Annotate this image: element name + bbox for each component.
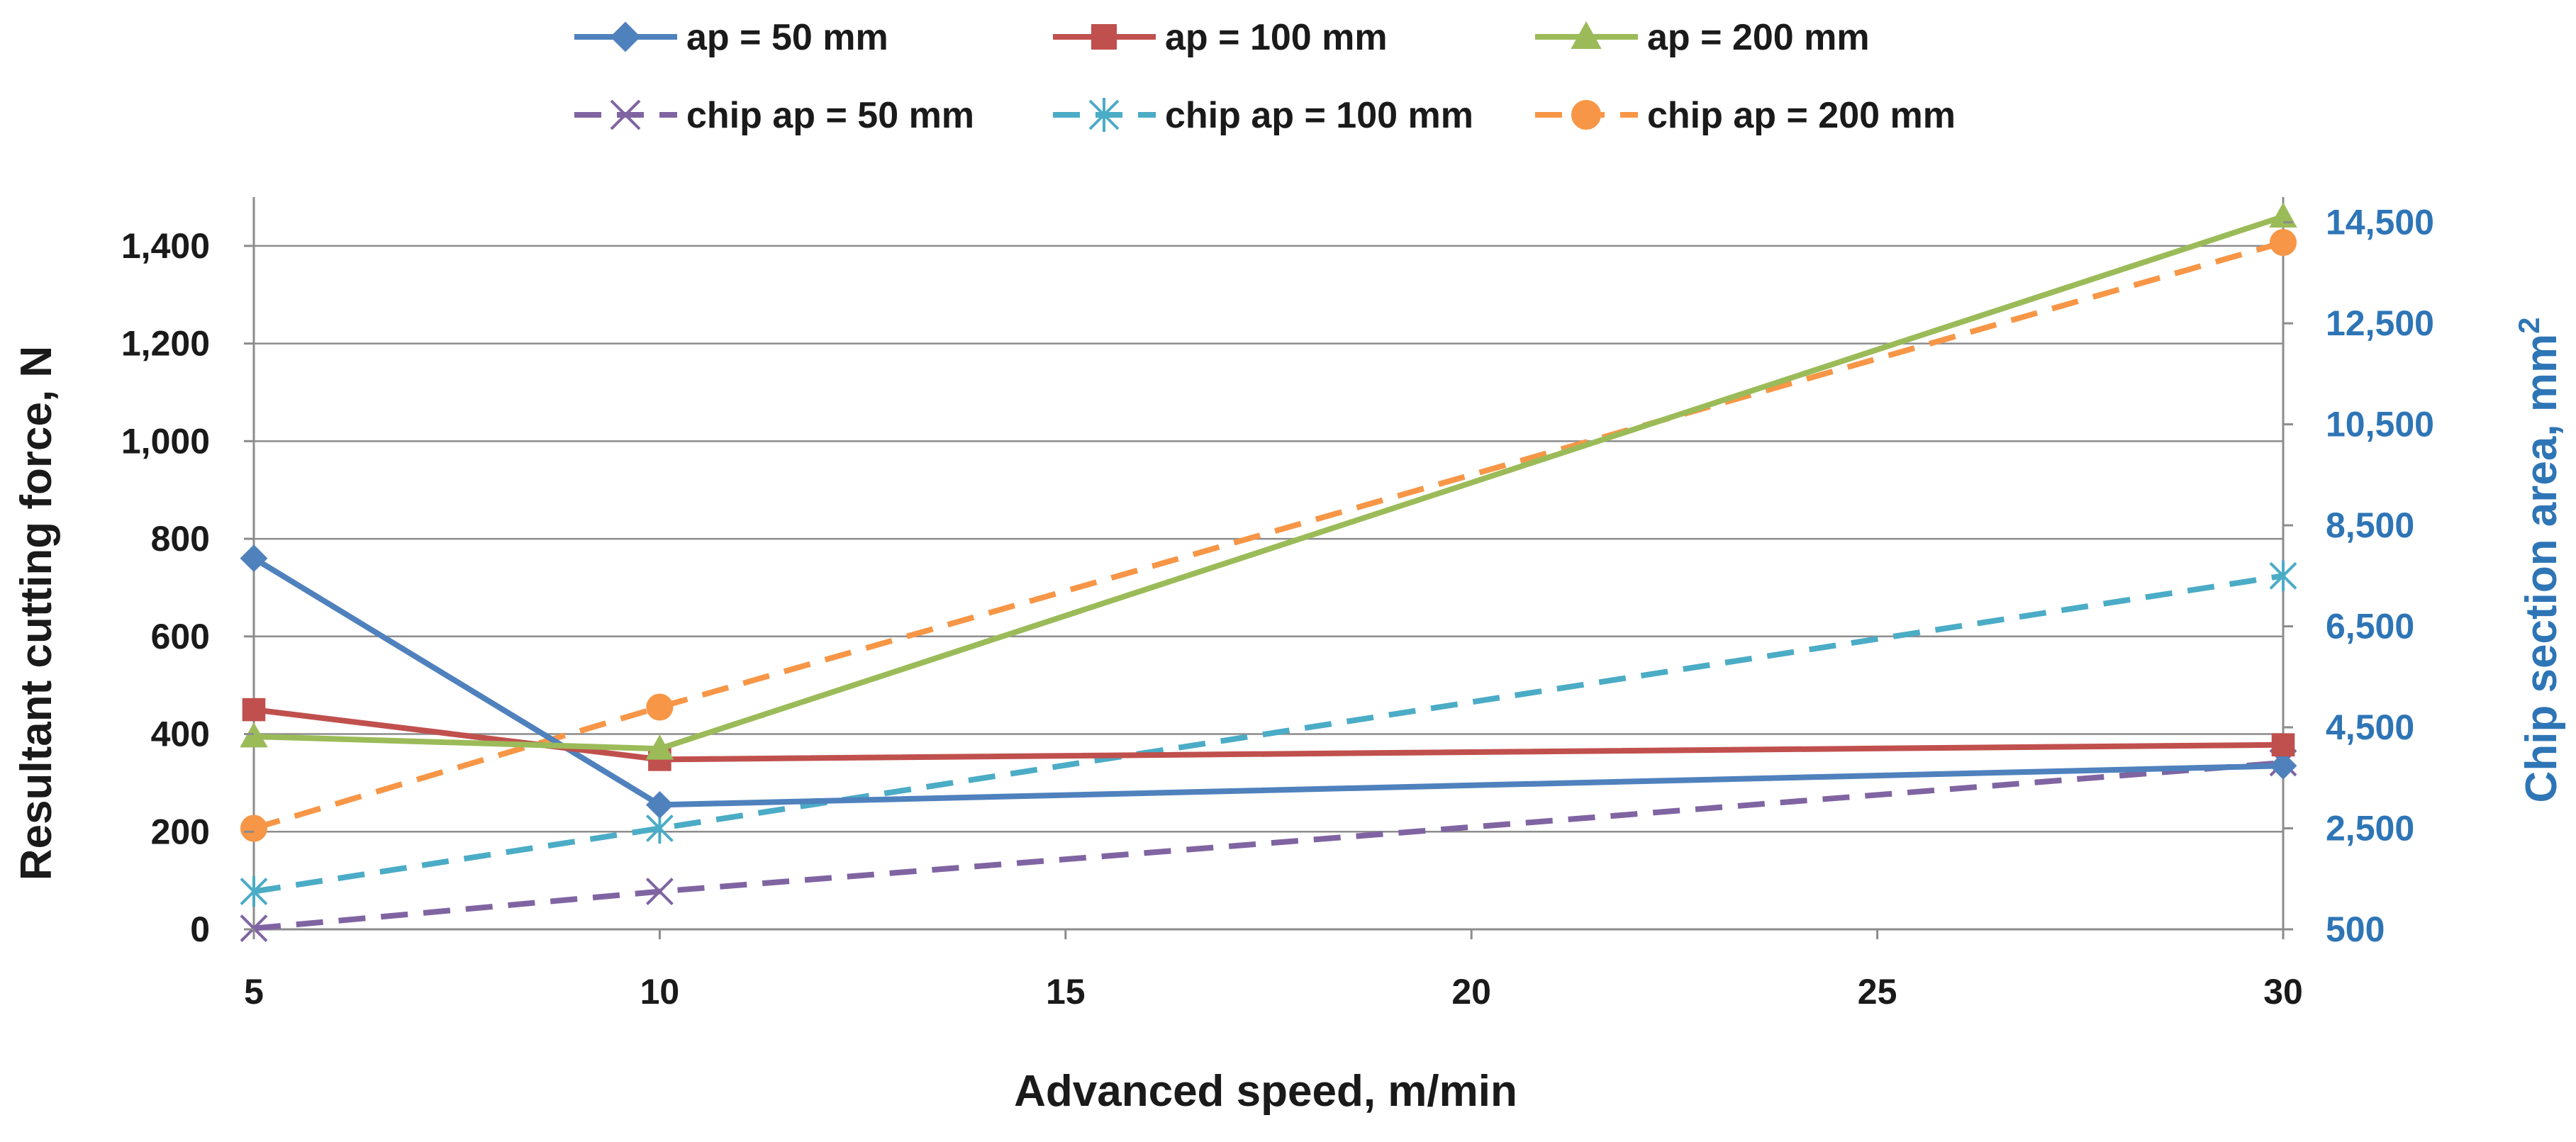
series-line: [252, 556, 2284, 808]
legend-marker: [1571, 100, 1601, 130]
legend-label: ap = 50 mm: [686, 17, 888, 58]
y-tick-label: 400: [151, 715, 210, 754]
y2-tick-label: 500: [2326, 909, 2385, 949]
ticks-layer: 0 200 400 600 800 1,000 1,200 1,400 500 2,500 4,50…: [121, 203, 2434, 1012]
legend-label: ap = 200 mm: [1647, 17, 1870, 58]
data-point: [2271, 733, 2295, 756]
legend-item: chip ap = 100 mm: [1053, 95, 1473, 136]
y2-tick-label: 8,500: [2326, 505, 2414, 545]
data-point: [240, 722, 268, 748]
y2-tick-label: 10,500: [2326, 405, 2434, 444]
legend-marker: [610, 99, 641, 130]
grid-layer: [254, 245, 2283, 833]
y-tick-label: 1,000: [121, 421, 210, 461]
legend-marker: [610, 21, 641, 52]
y2-tick-label: 6,500: [2326, 607, 2414, 646]
x-tick-label: 10: [640, 972, 680, 1012]
y-tick-label: 800: [151, 519, 210, 559]
x-tick-label: 20: [1451, 972, 1491, 1012]
y2-axis-title: Chip section area, mm2: [2512, 318, 2566, 803]
y2-tick-label: 12,500: [2326, 303, 2434, 343]
legend-item: chip ap = 50 mm: [574, 95, 974, 136]
data-point: [2269, 202, 2297, 228]
axes-layer: [252, 197, 2285, 931]
legend-label: chip ap = 50 mm: [686, 95, 974, 136]
data-point: [240, 875, 268, 907]
data-point: [645, 878, 674, 905]
x-axis-title: Advanced speed, m/min: [1014, 1067, 1517, 1116]
series-5: [240, 229, 2297, 842]
legend-marker: [1571, 21, 1602, 49]
data-point: [240, 544, 268, 573]
marker-stroke: [610, 99, 641, 130]
data-point: [2269, 751, 2297, 780]
y2-axis-title-superscript: 2: [2512, 318, 2546, 334]
y-axis-title: Resultant cutting force, N: [12, 346, 61, 880]
y-tick-label: 1,200: [121, 324, 210, 364]
series-line: [253, 213, 2285, 752]
x-tick-label: 5: [244, 972, 264, 1012]
series-0: [240, 544, 2297, 819]
data-point: [240, 814, 267, 842]
data-point: [646, 693, 674, 721]
data-point: [2269, 560, 2297, 591]
legend-item: ap = 100 mm: [1053, 17, 1388, 58]
legend-label: chip ap = 100 mm: [1165, 95, 1473, 136]
y-tick-label: 1,400: [121, 226, 210, 266]
x-tick-label: 15: [1046, 972, 1086, 1012]
y-tick-label: 0: [190, 909, 210, 949]
series-2: [240, 202, 2297, 760]
data-point: [2270, 229, 2297, 257]
y2-tick-label: 14,500: [2326, 203, 2434, 242]
legend: ap = 50 mm ap = 100 mm ap = 200 mm chip ap …: [574, 17, 1956, 136]
legend-marker: [1088, 98, 1120, 132]
data-point: [242, 698, 266, 722]
series-line: [253, 573, 2284, 895]
marker-stroke: [645, 878, 674, 905]
series-layer: [240, 202, 2297, 942]
y-tick-label: 600: [151, 617, 210, 656]
legend-item: chip ap = 200 mm: [1535, 95, 1956, 136]
data-point: [645, 734, 674, 760]
data-point: [645, 790, 674, 819]
legend-marker: [1091, 24, 1117, 50]
legend-label: chip ap = 200 mm: [1647, 95, 1956, 136]
y-tick-label: 200: [151, 812, 210, 851]
x-tick-label: 30: [2263, 972, 2303, 1012]
legend-label: ap = 100 mm: [1165, 17, 1388, 58]
legend-item: ap = 50 mm: [574, 17, 888, 58]
y2-tick-label: 2,500: [2326, 809, 2414, 849]
y2-tick-label: 4,500: [2326, 707, 2414, 747]
legend-item: ap = 200 mm: [1535, 17, 1870, 58]
y2-axis-title-text: Chip section area, mm: [2517, 334, 2566, 803]
series-line: [252, 240, 2285, 832]
x-tick-label: 25: [1858, 972, 1897, 1012]
